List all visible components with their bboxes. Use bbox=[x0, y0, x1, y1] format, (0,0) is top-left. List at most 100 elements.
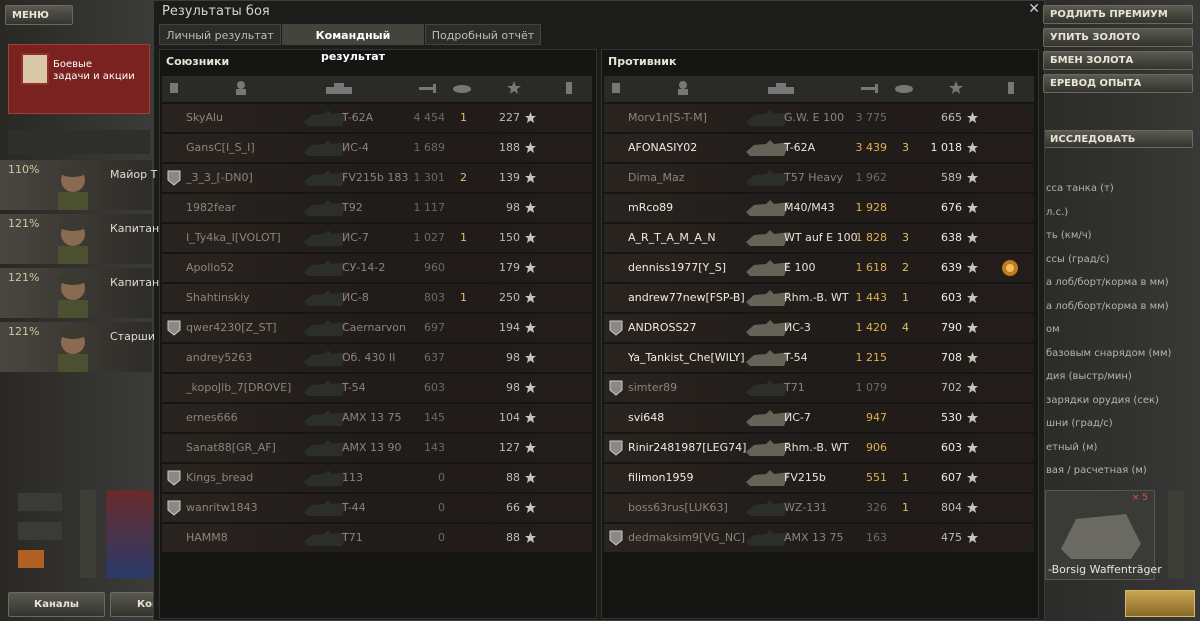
player-row[interactable]: denniss1977[Y_S] E 100 1 618 2 639 bbox=[604, 254, 1034, 282]
menu-button[interactable]: ЕРЕВОД ОПЫТА bbox=[1043, 74, 1193, 93]
tank-name: 113 bbox=[342, 471, 363, 484]
tank-name: G.W. E 100 bbox=[784, 111, 845, 124]
scroll-right[interactable] bbox=[1168, 490, 1184, 578]
crew-member[interactable]: 121% Капитан bbox=[0, 268, 159, 318]
star-icon bbox=[525, 112, 536, 123]
tank-icon bbox=[304, 200, 348, 216]
player-row[interactable]: AFONASIY02 T-62A 3 439 3 1 018 bbox=[604, 134, 1034, 162]
filter-button[interactable] bbox=[18, 550, 44, 568]
player-row[interactable]: I_Ty4ka_I[VOLOT] ИС-7 1 027 1 150 bbox=[162, 224, 592, 252]
tank-name: Caernarvon bbox=[342, 321, 406, 334]
player-row[interactable]: ANDROSS27 ИС-3 1 420 4 790 bbox=[604, 314, 1034, 342]
player-row[interactable]: A_R_T_A_M_A_N WT auf E 100 1 828 3 638 bbox=[604, 224, 1034, 252]
crew-member[interactable]: 121% Старши bbox=[0, 322, 155, 372]
player-name: A_R_T_A_M_A_N bbox=[628, 231, 716, 244]
damage: 1 928 bbox=[855, 201, 888, 214]
player-name: 1982fear bbox=[186, 201, 236, 214]
player-row[interactable]: Morv1n[S-T-M] G.W. E 100 3 775 665 bbox=[604, 104, 1034, 132]
frags: 3 bbox=[902, 231, 909, 244]
experience: 98 bbox=[506, 351, 520, 364]
player-row[interactable]: svi648 ИС-7 947 530 bbox=[604, 404, 1034, 432]
player-row[interactable]: Shahtinskiy ИС-8 803 1 250 bbox=[162, 284, 592, 312]
tank-icon bbox=[304, 440, 348, 456]
player-row[interactable]: ernes666 AMX 13 75 145 104 bbox=[162, 404, 592, 432]
player-row[interactable]: Rinir2481987[LEG74] Rhm.-B. WT 906 603 bbox=[604, 434, 1034, 462]
channels-button[interactable]: Каналы bbox=[8, 592, 105, 617]
menu-button[interactable]: РОДЛИТЬ ПРЕМИУМ bbox=[1043, 5, 1193, 24]
tank-icon bbox=[746, 530, 790, 546]
platoon-icon bbox=[167, 500, 181, 516]
stat-label: ссы (град/с) bbox=[1046, 253, 1110, 265]
player-row[interactable]: qwer4230[Z_ST] Caernarvon 697 194 bbox=[162, 314, 592, 342]
player-row[interactable]: 1982fear T92 1 117 98 bbox=[162, 194, 592, 222]
player-row[interactable]: _kopoJlb_7[DROVE] T-54 603 98 bbox=[162, 374, 592, 402]
menu-button[interactable]: МЕНЮ bbox=[5, 5, 73, 25]
battle-results-window: Результаты боя ✕ Союзники SkyAlu T-62A 4 45… bbox=[153, 0, 1045, 621]
chat-button[interactable] bbox=[1125, 590, 1195, 617]
player-row[interactable]: wanritw1843 T-44 0 66 bbox=[162, 494, 592, 522]
player-row[interactable]: andrew77new[FSP-B] Rhm.-B. WT 1 443 1 603 bbox=[604, 284, 1034, 312]
quest-label: задачи и акции bbox=[53, 71, 135, 82]
star-icon bbox=[525, 322, 536, 333]
platoon-icon bbox=[609, 440, 623, 456]
player-row[interactable]: GansC[I_S_I] ИС-4 1 689 188 bbox=[162, 134, 592, 162]
tank-name: ИС-7 bbox=[342, 231, 369, 244]
player-row[interactable]: Kings_bread 113 0 88 bbox=[162, 464, 592, 492]
quest-banner[interactable]: Боевые задачи и акции bbox=[8, 44, 150, 114]
star-icon bbox=[525, 142, 536, 153]
player-row[interactable]: Dima_Maz T57 Heavy 1 962 589 bbox=[604, 164, 1034, 192]
menu-button[interactable]: УПИТЬ ЗОЛОТО bbox=[1043, 28, 1193, 47]
star-icon bbox=[967, 262, 978, 273]
damage: 1 027 bbox=[413, 231, 446, 244]
tank-name: ИС-3 bbox=[784, 321, 811, 334]
tab[interactable]: Подробный отчёт bbox=[425, 24, 541, 45]
stat-label: шни (град/с) bbox=[1046, 418, 1113, 429]
contacts-button[interactable]: Кон bbox=[110, 592, 159, 617]
vehicle-card[interactable] bbox=[106, 490, 154, 578]
player-name: Apollo52 bbox=[186, 261, 235, 274]
frags: 1 bbox=[902, 291, 909, 304]
damage: 637 bbox=[424, 351, 445, 364]
crew-header bbox=[8, 130, 150, 154]
player-name: Morv1n[S-T-M] bbox=[628, 111, 707, 124]
crew-member[interactable]: 121% Капитан bbox=[0, 214, 159, 264]
tab[interactable]: Командный результат bbox=[282, 24, 424, 63]
tank-icon bbox=[746, 500, 790, 516]
player-name: Shahtinskiy bbox=[186, 291, 250, 304]
player-name: HAMM8 bbox=[186, 531, 228, 544]
vehicle-card[interactable]: × 5 -Borsig Waffenträger bbox=[1045, 490, 1162, 580]
player-row[interactable]: _3_3_[-DN0] FV215b 183 1 301 2 139 bbox=[162, 164, 592, 192]
damage: 145 bbox=[424, 411, 445, 424]
player-row[interactable]: filimon1959 FV215b 551 1 607 bbox=[604, 464, 1034, 492]
menu-button[interactable]: БМЕН ЗОЛОТА bbox=[1043, 51, 1193, 70]
player-name: ernes666 bbox=[186, 411, 238, 424]
player-row[interactable]: Sanat88[GR_AF] AMX 13 90 143 127 bbox=[162, 434, 592, 462]
platoon-icon bbox=[609, 320, 623, 336]
player-row[interactable]: andrey5263 Об. 430 II 637 98 bbox=[162, 344, 592, 372]
tank-icon bbox=[304, 140, 348, 156]
frags: 4 bbox=[902, 321, 909, 334]
tank-name: WT auf E 100 bbox=[784, 231, 858, 244]
vehicle-image bbox=[1061, 514, 1141, 559]
crew-member[interactable]: 110% Майор Т bbox=[0, 160, 157, 210]
star-icon bbox=[967, 472, 978, 483]
filter-button[interactable] bbox=[18, 522, 62, 540]
player-row[interactable]: SkyAlu T-62A 4 454 1 227 bbox=[162, 104, 592, 132]
scroll-left[interactable] bbox=[80, 490, 96, 578]
player-row[interactable]: dedmaksim9[VG_NC] AMX 13 75 163 475 bbox=[604, 524, 1034, 552]
research-button[interactable]: ИССЛЕДОВАТЬ bbox=[1043, 130, 1193, 148]
star-icon bbox=[525, 502, 536, 513]
player-row[interactable]: Apollo52 СУ-14-2 960 179 bbox=[162, 254, 592, 282]
frags: 1 bbox=[460, 291, 467, 304]
player-row[interactable]: Ya_Tankist_Che[WILY] T-54 1 215 708 bbox=[604, 344, 1034, 372]
player-row[interactable]: simter89 T71 1 079 702 bbox=[604, 374, 1034, 402]
player-row[interactable]: boss63rus[LUK63] WZ-131 326 1 804 bbox=[604, 494, 1034, 522]
close-button[interactable]: ✕ bbox=[1028, 1, 1040, 17]
tab[interactable]: Личный результат bbox=[159, 24, 281, 45]
column-icon bbox=[612, 83, 620, 93]
filter-button[interactable] bbox=[18, 493, 62, 511]
platoon-icon bbox=[167, 170, 181, 186]
player-row[interactable]: mRco89 M40/M43 1 928 676 bbox=[604, 194, 1034, 222]
star-icon bbox=[525, 262, 536, 273]
player-row[interactable]: HAMM8 T71 0 88 bbox=[162, 524, 592, 552]
